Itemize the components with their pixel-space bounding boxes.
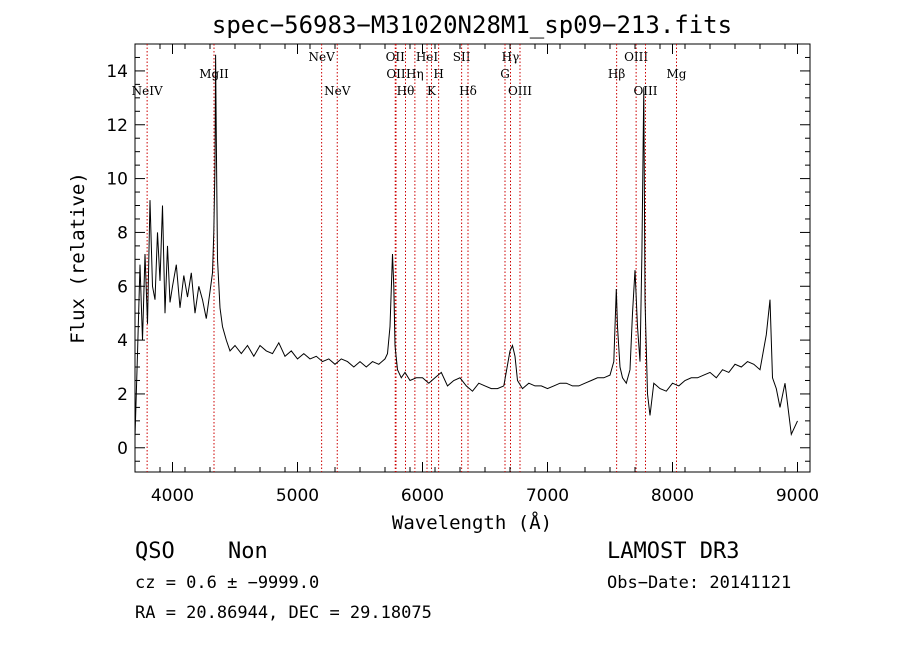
line-marker-label: NeV	[308, 50, 335, 64]
chart-title: spec−56983−M31020N28M1_sp09−213.fits	[212, 11, 732, 39]
y-tick-label: 4	[117, 331, 128, 351]
line-marker-label: Hη	[406, 67, 424, 81]
y-tick-label: 0	[117, 439, 128, 459]
y-tick-label: 10	[106, 170, 128, 190]
line-marker-label: H	[433, 67, 443, 81]
line-marker-label: OII	[386, 50, 406, 64]
line-marker-label: K	[427, 84, 437, 98]
line-marker-label: OIII	[624, 50, 648, 64]
x-tick-label: 7000	[526, 486, 569, 506]
line-marker-label: Hδ	[459, 84, 477, 98]
line-marker-label: OIII	[633, 84, 657, 98]
x-tick-label: 8000	[651, 486, 694, 506]
obs-date: Obs−Date: 20141121	[607, 573, 792, 593]
y-tick-label: 12	[106, 116, 128, 136]
x-tick-label: 6000	[401, 486, 444, 506]
line-marker-label: OII	[386, 67, 406, 81]
x-tick-label: 9000	[776, 486, 819, 506]
x-tick-label: 5000	[276, 486, 319, 506]
line-marker-label: Hγ	[502, 50, 520, 64]
object-subclass: Non	[228, 539, 268, 564]
line-marker-label: Hβ	[608, 67, 625, 81]
y-tick-label: 14	[106, 62, 128, 82]
line-marker-label: MgII	[199, 67, 229, 81]
coordinates-readout: RA = 20.86944, DEC = 29.18075	[135, 603, 432, 623]
object-class: QSO	[135, 539, 175, 564]
line-marker-label: SII	[453, 50, 471, 64]
plot-frame	[134, 43, 811, 473]
x-tick-label: 4000	[151, 486, 194, 506]
spectrum-series-line	[134, 54, 798, 438]
line-marker-label: NeIV	[132, 84, 163, 98]
line-marker-label: G	[500, 67, 510, 81]
line-marker-label: OIII	[508, 84, 532, 98]
y-tick-label: 8	[117, 223, 128, 243]
axis-ticks: 4000 5000 6000 7000 8000 9000 0 2 4 6 8 10 12 14	[106, 43, 819, 506]
line-marker-label: HeI	[416, 50, 439, 64]
y-tick-label: 6	[117, 277, 128, 297]
line-marker-label: Hθ	[397, 84, 415, 98]
line-marker-label: Mg	[667, 67, 687, 81]
y-tick-label: 2	[117, 385, 128, 405]
redshift-readout: cz = 0.6 ± −9999.0	[135, 573, 320, 593]
line-marker-label: NeV	[324, 84, 351, 98]
line-markers: NeIV MgII NeV NeV OII OII Hθ Hη HeI KH SII Hδ G Hγ OII…	[132, 44, 687, 472]
x-axis-label: Wavelength (Å)	[392, 511, 552, 534]
spectrum-chart: spec−56983−M31020N28M1_sp09−213.fits NeI…	[67, 11, 819, 534]
y-axis-label: Flux (relative)	[67, 172, 89, 344]
survey-label: LAMOST DR3	[607, 539, 740, 564]
